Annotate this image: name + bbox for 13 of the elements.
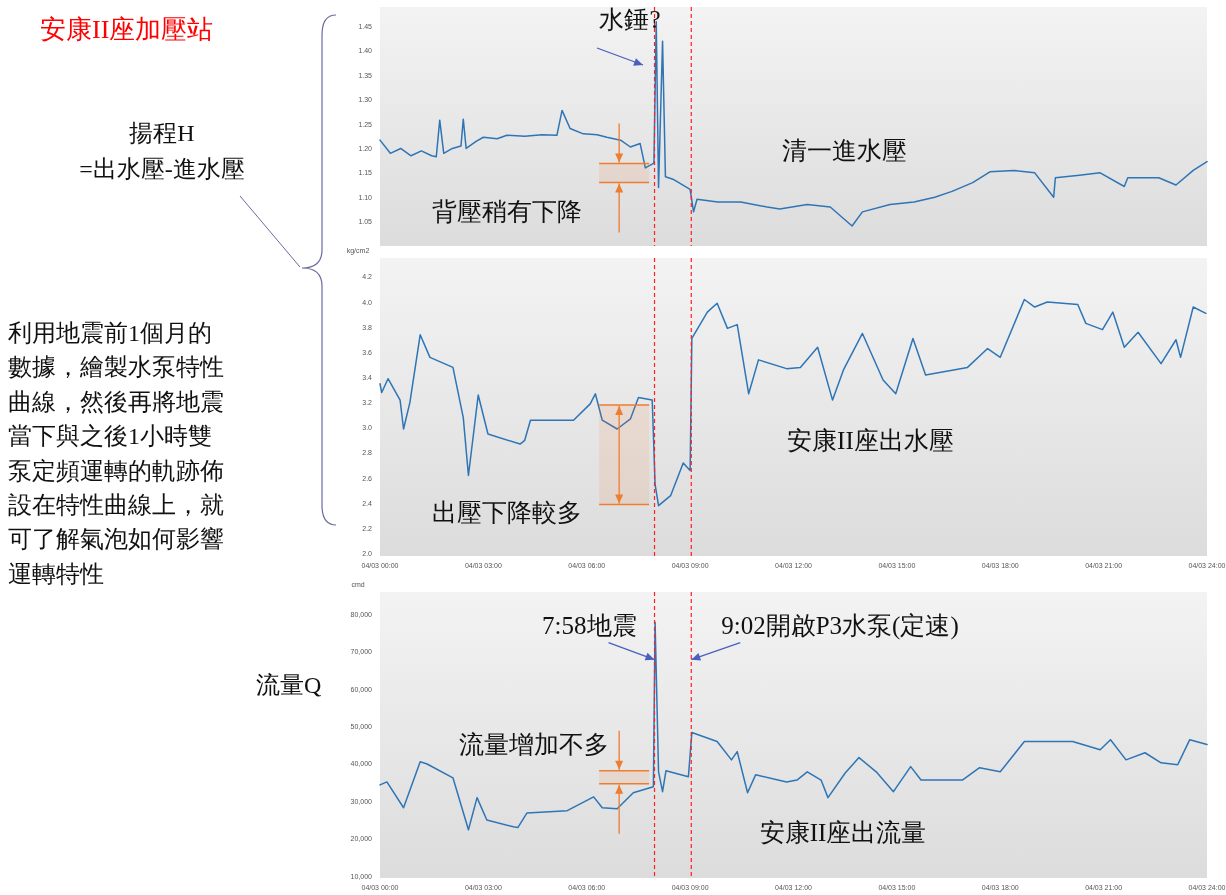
band-label: 出壓下降較多	[432, 499, 583, 527]
annotation: 水錘?	[599, 6, 661, 33]
text: 利用地震前1個月的數據，繪製水泵特性曲線，然後再將地震當下與之後1小時雙泵定頻運轉的軌跡佈設在特性曲線上，就可了解氣泡如何影響運轉特性	[8, 320, 224, 587]
series-label: 安康II座出流量	[759, 819, 927, 847]
text: 流量Q	[256, 672, 322, 698]
annotation: 7:58地震	[542, 611, 637, 639]
annotation: 9:02開啟P3水泵(定速)	[721, 611, 959, 640]
series-label: 清一進水壓	[782, 137, 908, 165]
text: 揚程H =出水壓-進水壓	[79, 120, 245, 182]
text: 安康II座出水壓	[787, 426, 954, 454]
legend-label: 背壓稍有下降	[432, 197, 583, 225]
legend-label: 流量增加不多	[459, 730, 610, 758]
text: 安康II座加壓站	[40, 15, 214, 44]
